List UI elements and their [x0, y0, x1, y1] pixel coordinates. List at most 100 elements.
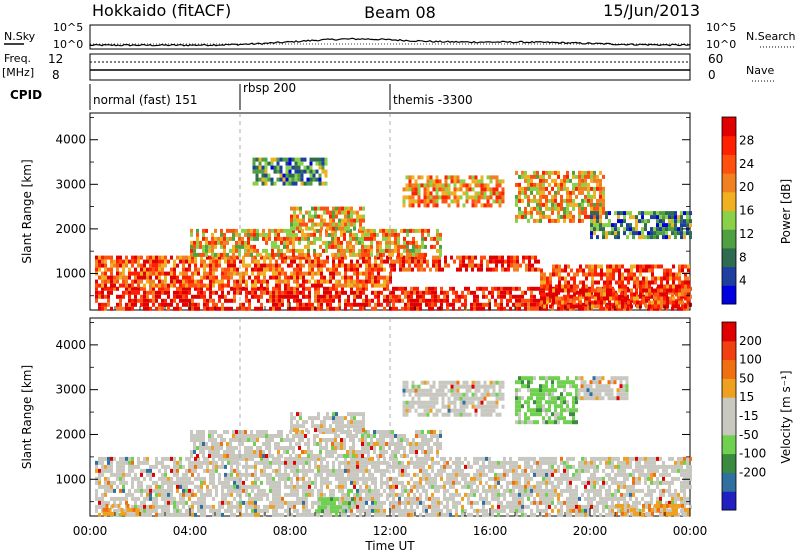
echo-cell [536, 508, 539, 513]
echo-cell [450, 199, 454, 204]
echo-cell [230, 484, 233, 489]
echo-cell [221, 480, 224, 485]
echo-cell [684, 280, 687, 285]
echo-cell [353, 283, 356, 288]
echo-cell [386, 286, 389, 291]
echo-cell [143, 496, 146, 501]
echo-cell [306, 177, 310, 182]
echo-cell [545, 214, 548, 219]
echo-cell [503, 488, 506, 493]
echo-cell [238, 244, 241, 249]
echo-cell [456, 195, 460, 200]
echo-cell [260, 286, 263, 291]
echo-cell [260, 480, 263, 485]
echo-cell [403, 244, 406, 249]
echo-cell [185, 302, 188, 307]
echo-cell [350, 259, 353, 264]
echo-cell [596, 182, 599, 187]
echo-cell [212, 255, 215, 260]
echo-cell [527, 496, 530, 501]
echo-cell [269, 500, 272, 505]
echo-cell [188, 488, 191, 493]
cpid-segment-label: themis -3300 [393, 93, 473, 107]
echo-cell [573, 284, 576, 289]
echo-cell [212, 298, 215, 303]
echo-cell [512, 302, 515, 307]
echo-cell [371, 488, 374, 493]
echo-cell [365, 508, 368, 513]
echo-cell [326, 512, 329, 517]
echo-cell [161, 488, 164, 493]
echo-cell [492, 199, 496, 204]
echo-cell [347, 267, 350, 272]
echo-cell [584, 198, 587, 203]
echo-cell [407, 480, 410, 485]
echo-cell [257, 286, 260, 291]
echo-cell [512, 488, 515, 493]
echo-cell [302, 271, 305, 276]
echo-cell [338, 298, 341, 303]
echo-cell [146, 298, 149, 303]
echo-cell [353, 226, 356, 231]
echo-cell [146, 484, 149, 489]
echo-cell [255, 173, 259, 178]
echo-cell [326, 255, 329, 260]
echo-cell [458, 492, 461, 497]
echo-cell [143, 271, 146, 276]
echo-cell [507, 259, 510, 264]
echo-cell [311, 456, 314, 461]
colorbar-segment [722, 285, 736, 305]
echo-cell [119, 472, 122, 477]
echo-cell [110, 275, 113, 280]
echo-cell [206, 275, 209, 280]
echo-cell [500, 460, 503, 465]
echo-cell [440, 484, 443, 489]
echo-cell [247, 232, 250, 237]
echo-cell [272, 294, 275, 299]
echo-cell [596, 186, 599, 191]
echo-cell [254, 500, 257, 505]
echo-cell [382, 228, 385, 233]
echo-cell [230, 508, 233, 513]
echo-cell [645, 292, 648, 297]
echo-cell [215, 263, 218, 268]
echo-cell [253, 244, 256, 249]
echo-cell [401, 480, 404, 485]
echo-cell [494, 480, 497, 485]
echo-cell [221, 512, 224, 517]
echo-cell [552, 300, 555, 305]
echo-cell [675, 272, 678, 277]
echo-cell [446, 306, 449, 311]
echo-cell [236, 290, 239, 295]
echo-cell [414, 199, 418, 204]
echo-cell [203, 500, 206, 505]
echo-cell [317, 468, 320, 473]
echo-cell [200, 294, 203, 299]
echo-cell [548, 504, 551, 509]
echo-cell [494, 508, 497, 513]
echo-cell [612, 292, 615, 297]
echo-cell [173, 275, 176, 280]
echo-cell [542, 210, 545, 215]
echo-cell [227, 290, 230, 295]
echo-cell [280, 236, 283, 241]
echo-cell [335, 286, 338, 291]
echo-cell [161, 496, 164, 501]
echo-cell [202, 236, 205, 241]
echo-cell [299, 222, 302, 227]
echo-cell [612, 268, 615, 273]
echo-cell [233, 263, 236, 268]
echo-cell [298, 248, 301, 253]
echo-cell [441, 199, 445, 204]
echo-cell [380, 492, 383, 497]
echo-cell [368, 508, 371, 513]
echo-cell [362, 226, 365, 231]
echo-cell [221, 488, 224, 493]
echo-cell [377, 512, 380, 517]
echo-cell [438, 267, 441, 272]
echo-cell [572, 306, 575, 311]
echo-cell [536, 302, 539, 307]
echo-cell [638, 231, 641, 236]
echo-cell [359, 255, 362, 260]
echo-cell [122, 306, 125, 311]
